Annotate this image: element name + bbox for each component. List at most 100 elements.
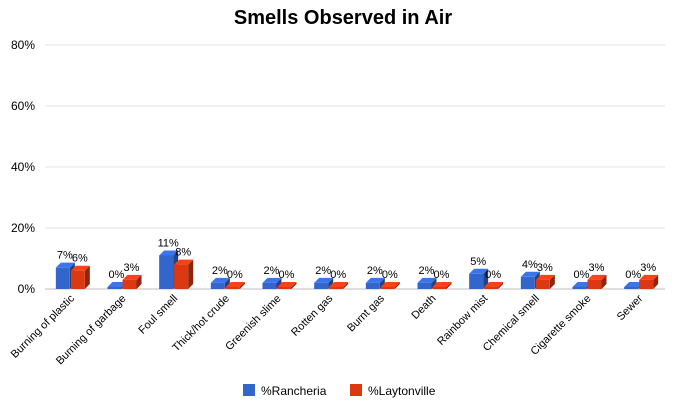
data-label: 3%	[640, 262, 656, 274]
data-label: 0%	[485, 269, 501, 281]
bar-front	[469, 273, 484, 289]
bar	[432, 282, 452, 289]
legend-label: %Rancheria	[261, 384, 327, 398]
data-label: 2%	[367, 265, 383, 277]
data-label: 2%	[212, 265, 228, 277]
bar-front	[624, 287, 639, 289]
data-label: 11%	[158, 237, 179, 249]
bar-side	[276, 277, 282, 289]
bar	[262, 277, 282, 289]
bar-front	[639, 279, 654, 289]
bar-side	[343, 282, 349, 289]
bar-top	[225, 282, 245, 287]
bars	[55, 250, 659, 289]
data-label: 0%	[574, 269, 590, 281]
bar-side	[379, 277, 385, 289]
data-label: 2%	[419, 265, 435, 277]
bar-top	[484, 282, 504, 287]
x-tick-label: Rotten gas	[289, 292, 335, 338]
y-tick-label: 40%	[11, 160, 35, 174]
bar-top	[174, 259, 194, 265]
y-axis: 0% 20% 40% 60% 80%	[11, 38, 35, 296]
bar-side	[483, 268, 489, 289]
bar-top	[262, 277, 282, 283]
bar	[225, 282, 245, 289]
bar-top	[380, 282, 400, 287]
bar-top	[55, 262, 75, 268]
data-label: 2%	[264, 265, 280, 277]
legend: %Rancheria %Laytonville	[243, 384, 436, 398]
bar-front	[535, 279, 550, 289]
data-label: 0%	[227, 269, 243, 281]
bar	[174, 259, 194, 289]
bar	[314, 277, 334, 289]
legend-swatch	[243, 384, 255, 396]
y-tick-label: 80%	[11, 38, 35, 52]
data-label: 0%	[434, 269, 450, 281]
bar-side	[224, 277, 230, 289]
bar	[329, 282, 349, 289]
data-label: 0%	[625, 269, 641, 281]
x-tick-label: Greenish slime	[223, 293, 283, 353]
bar-side	[431, 277, 437, 289]
bar-top	[587, 274, 607, 280]
bar-side	[188, 259, 194, 289]
bar-front	[329, 287, 344, 289]
bar-front	[484, 287, 499, 289]
data-label: 8%	[175, 247, 191, 259]
bar	[535, 274, 555, 289]
bar-side	[328, 277, 334, 289]
bar-front	[70, 270, 85, 289]
bar-front	[107, 287, 122, 289]
bar-front	[572, 287, 587, 289]
data-label: 0%	[109, 269, 125, 281]
bar-top	[535, 274, 555, 280]
bar-top	[329, 282, 349, 287]
bar-side	[394, 282, 400, 289]
bar-front	[417, 282, 432, 289]
legend-swatch	[350, 384, 362, 396]
bar-side	[498, 282, 504, 289]
bar	[417, 277, 437, 289]
data-label: 0%	[279, 269, 295, 281]
data-label: 2%	[315, 265, 331, 277]
bar-top	[159, 250, 179, 256]
bar-top	[469, 268, 489, 274]
y-tick-label: 60%	[11, 99, 35, 113]
bar-top	[314, 277, 334, 283]
bar-top	[107, 282, 127, 287]
bar-front	[314, 282, 329, 289]
bar	[122, 274, 142, 289]
bar-side	[601, 274, 607, 289]
data-label: 0%	[330, 269, 346, 281]
bar-front	[432, 287, 447, 289]
bar	[484, 282, 504, 289]
data-label: 5%	[470, 256, 486, 268]
bar-front	[122, 279, 137, 289]
bar-top	[432, 282, 452, 287]
legend-label: %Laytonville	[368, 384, 436, 398]
data-label: 3%	[589, 262, 605, 274]
bar-top	[639, 274, 659, 280]
bar-front	[210, 282, 225, 289]
bar-top	[277, 282, 297, 287]
bar-top	[572, 282, 592, 287]
bar-side	[291, 282, 297, 289]
bar-top	[70, 265, 90, 271]
bar-front	[380, 287, 395, 289]
bar-side	[84, 265, 90, 289]
bar	[639, 274, 659, 289]
bar-front	[587, 279, 602, 289]
bar	[587, 274, 607, 289]
x-tick-label: Rainbow mist	[435, 293, 490, 348]
bar-front	[159, 255, 174, 289]
bar-top	[210, 277, 230, 283]
data-label: 4%	[522, 259, 538, 271]
bar-top	[520, 271, 540, 277]
bar-front	[365, 282, 380, 289]
y-tick-label: 0%	[18, 282, 36, 296]
x-tick-label: Foul smell	[136, 293, 180, 337]
